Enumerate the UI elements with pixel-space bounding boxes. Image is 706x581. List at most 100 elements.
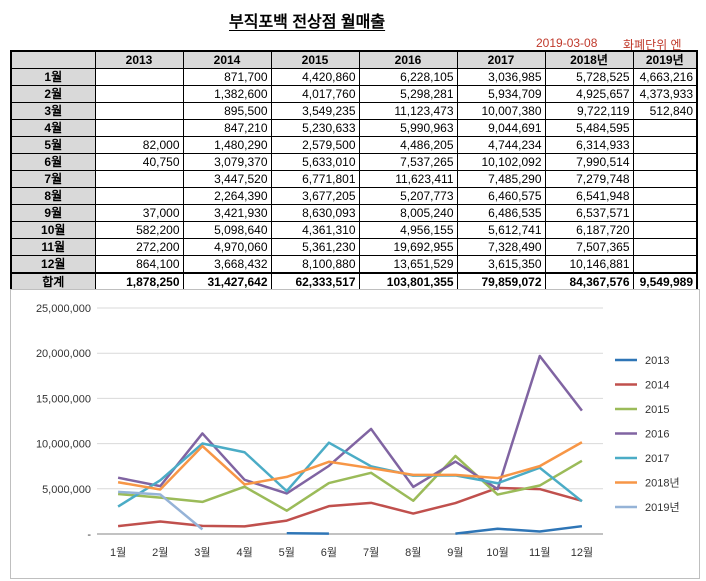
table-cell[interactable] <box>94 68 184 86</box>
table-cell[interactable]: 7,507,365 <box>544 238 634 256</box>
table-cell[interactable]: 6,187,720 <box>544 221 634 239</box>
row-label[interactable]: 6월 <box>10 153 96 171</box>
table-cell[interactable]: 10,007,380 <box>456 102 546 120</box>
table-cell[interactable]: 8,630,093 <box>270 204 360 222</box>
table-cell[interactable]: 4,373,933 <box>632 85 698 103</box>
column-header[interactable]: 2018년 <box>544 50 634 69</box>
table-cell[interactable]: 11,123,473 <box>358 102 458 120</box>
table-cell[interactable]: 4,663,216 <box>632 68 698 86</box>
table-cell[interactable]: 3,677,205 <box>270 187 360 205</box>
table-cell[interactable]: 3,549,235 <box>270 102 360 120</box>
row-label[interactable]: 11월 <box>10 238 96 256</box>
row-label[interactable]: 2월 <box>10 85 96 103</box>
table-cell[interactable]: 895,500 <box>182 102 272 120</box>
table-cell[interactable]: 9,549,989 <box>632 272 698 293</box>
table-cell[interactable]: 864,100 <box>94 255 184 274</box>
table-cell[interactable]: 40,750 <box>94 153 184 171</box>
table-cell[interactable] <box>632 204 698 222</box>
table-cell[interactable] <box>632 187 698 205</box>
table-cell[interactable]: 582,200 <box>94 221 184 239</box>
table-cell[interactable]: 1,480,290 <box>182 136 272 154</box>
table-cell[interactable]: 5,361,230 <box>270 238 360 256</box>
table-cell[interactable]: 512,840 <box>632 102 698 120</box>
table-cell[interactable]: 5,990,963 <box>358 119 458 137</box>
currency-unit-note[interactable]: 화폐단위 엔 <box>623 38 682 52</box>
table-cell[interactable]: 82,000 <box>94 136 184 154</box>
column-header[interactable]: 2013 <box>94 50 184 69</box>
table-cell[interactable]: 7,328,490 <box>456 238 546 256</box>
table-cell[interactable]: 4,925,657 <box>544 85 634 103</box>
row-label[interactable]: 4월 <box>10 119 96 137</box>
row-label[interactable]: 12월 <box>10 255 96 274</box>
table-cell[interactable]: 4,420,860 <box>270 68 360 86</box>
column-header[interactable]: 2019년 <box>632 50 698 69</box>
table-cell[interactable]: 5,934,709 <box>456 85 546 103</box>
table-cell[interactable]: 3,668,432 <box>182 255 272 274</box>
table-cell[interactable] <box>94 170 184 188</box>
table-cell[interactable]: 4,744,234 <box>456 136 546 154</box>
row-label[interactable]: 7월 <box>10 170 96 188</box>
column-header[interactable] <box>10 50 96 69</box>
table-cell[interactable]: 6,314,933 <box>544 136 634 154</box>
column-header[interactable]: 2017 <box>456 50 546 69</box>
table-cell[interactable]: 6,460,575 <box>456 187 546 205</box>
table-cell[interactable]: 871,700 <box>182 68 272 86</box>
table-cell[interactable] <box>632 153 698 171</box>
table-cell[interactable] <box>94 119 184 137</box>
table-cell[interactable]: 5,230,633 <box>270 119 360 137</box>
table-cell[interactable] <box>94 85 184 103</box>
column-header[interactable]: 2015 <box>270 50 360 69</box>
table-cell[interactable]: 272,200 <box>94 238 184 256</box>
table-cell[interactable]: 5,633,010 <box>270 153 360 171</box>
table-cell[interactable]: 2,264,390 <box>182 187 272 205</box>
table-cell[interactable] <box>632 136 698 154</box>
table-cell[interactable]: 19,692,955 <box>358 238 458 256</box>
table-cell[interactable] <box>632 221 698 239</box>
table-cell[interactable]: 13,651,529 <box>358 255 458 274</box>
table-cell[interactable]: 6,537,571 <box>544 204 634 222</box>
table-cell[interactable]: 4,017,760 <box>270 85 360 103</box>
row-label[interactable]: 8월 <box>10 187 96 205</box>
table-cell[interactable]: 4,956,155 <box>358 221 458 239</box>
table-cell[interactable]: 3,079,370 <box>182 153 272 171</box>
table-cell[interactable] <box>632 255 698 274</box>
column-header[interactable]: 2014 <box>182 50 272 69</box>
table-cell[interactable]: 5,612,741 <box>456 221 546 239</box>
column-header[interactable]: 2016 <box>358 50 458 69</box>
table-cell[interactable]: 5,098,640 <box>182 221 272 239</box>
table-cell[interactable]: 9,722,119 <box>544 102 634 120</box>
table-cell[interactable]: 7,279,748 <box>544 170 634 188</box>
table-cell[interactable] <box>94 102 184 120</box>
table-cell[interactable]: 3,421,930 <box>182 204 272 222</box>
table-cell[interactable]: 1,382,600 <box>182 85 272 103</box>
table-cell[interactable]: 3,615,350 <box>456 255 546 274</box>
table-cell[interactable]: 3,036,985 <box>456 68 546 86</box>
table-cell[interactable] <box>94 187 184 205</box>
table-cell[interactable]: 6,771,801 <box>270 170 360 188</box>
row-label[interactable]: 3월 <box>10 102 96 120</box>
table-cell[interactable]: 9,044,691 <box>456 119 546 137</box>
table-cell[interactable]: 5,207,773 <box>358 187 458 205</box>
table-cell[interactable]: 847,210 <box>182 119 272 137</box>
table-cell[interactable] <box>632 170 698 188</box>
table-cell[interactable]: 8,100,880 <box>270 255 360 274</box>
row-label[interactable]: 1월 <box>10 68 96 86</box>
table-cell[interactable]: 4,361,310 <box>270 221 360 239</box>
date-cell[interactable]: 2019-03-08 <box>536 36 598 50</box>
table-cell[interactable]: 10,102,092 <box>456 153 546 171</box>
table-cell[interactable]: 7,537,265 <box>358 153 458 171</box>
table-cell[interactable]: 4,486,205 <box>358 136 458 154</box>
table-cell[interactable]: 7,990,514 <box>544 153 634 171</box>
table-cell[interactable]: 4,970,060 <box>182 238 272 256</box>
table-cell[interactable]: 5,298,281 <box>358 85 458 103</box>
row-label[interactable]: 10월 <box>10 221 96 239</box>
line-chart[interactable]: - 5,000,000 10,000,000 15,000,000 20,000,000… <box>10 289 700 579</box>
table-cell[interactable]: 10,146,881 <box>544 255 634 274</box>
table-cell[interactable]: 11,623,411 <box>358 170 458 188</box>
table-cell[interactable]: 6,486,535 <box>456 204 546 222</box>
table-cell[interactable]: 6,541,948 <box>544 187 634 205</box>
table-cell[interactable]: 7,485,290 <box>456 170 546 188</box>
row-label[interactable]: 9월 <box>10 204 96 222</box>
table-cell[interactable]: 8,005,240 <box>358 204 458 222</box>
table-cell[interactable]: 2,579,500 <box>270 136 360 154</box>
